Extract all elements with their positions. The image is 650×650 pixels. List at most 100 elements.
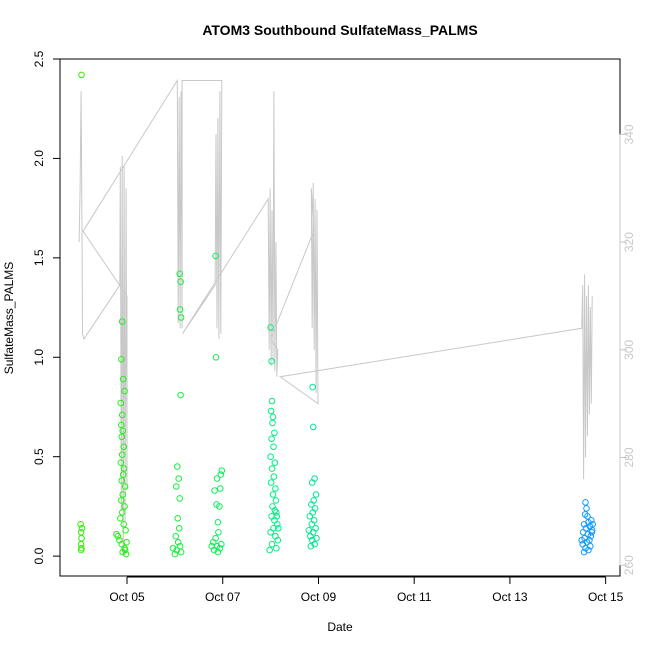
data-point	[271, 459, 279, 467]
data-point	[311, 540, 318, 548]
data-point	[580, 548, 588, 556]
data-point	[176, 306, 184, 313]
data-point	[117, 399, 125, 407]
data-point	[212, 252, 219, 260]
data-point	[307, 542, 315, 550]
data-point	[588, 529, 596, 536]
data-point	[122, 550, 130, 558]
x-tick-label: Oct 15	[588, 590, 624, 604]
data-point	[119, 491, 126, 498]
y-axis-left: 0.0 0.5 1.0 1.5 2.0 2.5	[32, 50, 61, 564]
data-point	[217, 485, 224, 492]
data-point	[267, 479, 275, 486]
data-point	[268, 465, 276, 472]
data-point	[217, 471, 225, 478]
data-point	[273, 513, 281, 520]
data-point	[121, 503, 128, 510]
y-right-tick-label: 300	[622, 339, 636, 359]
y-right-tick-label: 340	[622, 124, 636, 144]
data-point	[176, 495, 183, 502]
y-left-tick-label: 1.0	[32, 349, 46, 366]
data-point	[268, 397, 276, 405]
data-point	[580, 521, 588, 528]
data-points-layer	[77, 71, 597, 558]
data-point	[274, 536, 282, 544]
data-point	[307, 532, 314, 540]
data-point	[122, 527, 129, 534]
data-point	[174, 515, 181, 522]
data-point	[214, 519, 222, 526]
data-point	[589, 521, 597, 528]
data-point	[120, 465, 128, 472]
y-left-tick-label: 2.0	[32, 150, 46, 167]
data-point	[175, 525, 183, 532]
data-point	[268, 357, 275, 365]
data-point	[177, 278, 184, 286]
y-left-tick-label: 2.5	[32, 50, 46, 67]
data-point	[175, 475, 182, 482]
data-point	[172, 532, 180, 540]
data-point	[271, 507, 279, 514]
data-point	[270, 473, 278, 480]
data-point	[584, 513, 591, 520]
data-point	[583, 505, 590, 512]
data-point	[218, 540, 225, 548]
data-point	[113, 530, 120, 538]
data-point	[209, 538, 217, 546]
data-point	[268, 540, 276, 548]
data-point	[271, 429, 278, 437]
x-tick-label: Oct 11	[397, 590, 432, 604]
data-point	[270, 443, 277, 451]
y-right-tick-label: 280	[622, 447, 636, 467]
data-point	[174, 538, 182, 546]
data-point	[78, 71, 85, 79]
data-point	[177, 391, 184, 399]
data-point	[308, 521, 316, 528]
data-point	[306, 513, 314, 520]
y-right-tick-label: 260	[622, 555, 636, 575]
data-point	[118, 477, 125, 484]
x-tick-label: Oct 05	[109, 590, 145, 604]
data-point	[118, 451, 126, 459]
data-point	[272, 497, 280, 504]
data-point	[77, 546, 85, 554]
data-point	[176, 270, 183, 278]
data-point	[309, 423, 317, 431]
x-axis-label: Date	[327, 620, 353, 634]
data-point	[117, 515, 124, 522]
x-tick-label: Oct 09	[301, 590, 337, 604]
data-point	[275, 525, 282, 532]
data-point	[215, 529, 222, 536]
data-point	[119, 375, 127, 383]
data-point	[77, 521, 84, 528]
y-right-tick-label: 320	[622, 232, 636, 252]
secondary-line-layer	[78, 78, 593, 555]
data-point	[267, 453, 274, 461]
data-point	[308, 479, 316, 486]
data-point	[118, 318, 126, 325]
data-point	[312, 491, 320, 498]
data-point	[308, 501, 315, 508]
data-point	[118, 497, 125, 504]
y-left-tick-label: 0.5	[32, 448, 46, 465]
data-point	[309, 383, 317, 391]
data-point	[173, 483, 180, 490]
y-axis-label: SulfateMass_PALMS	[2, 262, 16, 375]
data-point	[587, 532, 595, 540]
data-point	[272, 485, 279, 492]
data-point	[266, 546, 273, 554]
data-point	[118, 411, 126, 419]
y-left-tick-label: 1.5	[32, 249, 46, 266]
data-point	[177, 548, 185, 556]
data-point	[174, 463, 181, 470]
data-point	[118, 509, 126, 516]
data-point	[171, 550, 179, 558]
data-point	[118, 433, 125, 441]
data-point	[274, 521, 281, 528]
data-point	[218, 467, 226, 474]
data-point	[269, 491, 277, 498]
data-point	[216, 503, 223, 510]
